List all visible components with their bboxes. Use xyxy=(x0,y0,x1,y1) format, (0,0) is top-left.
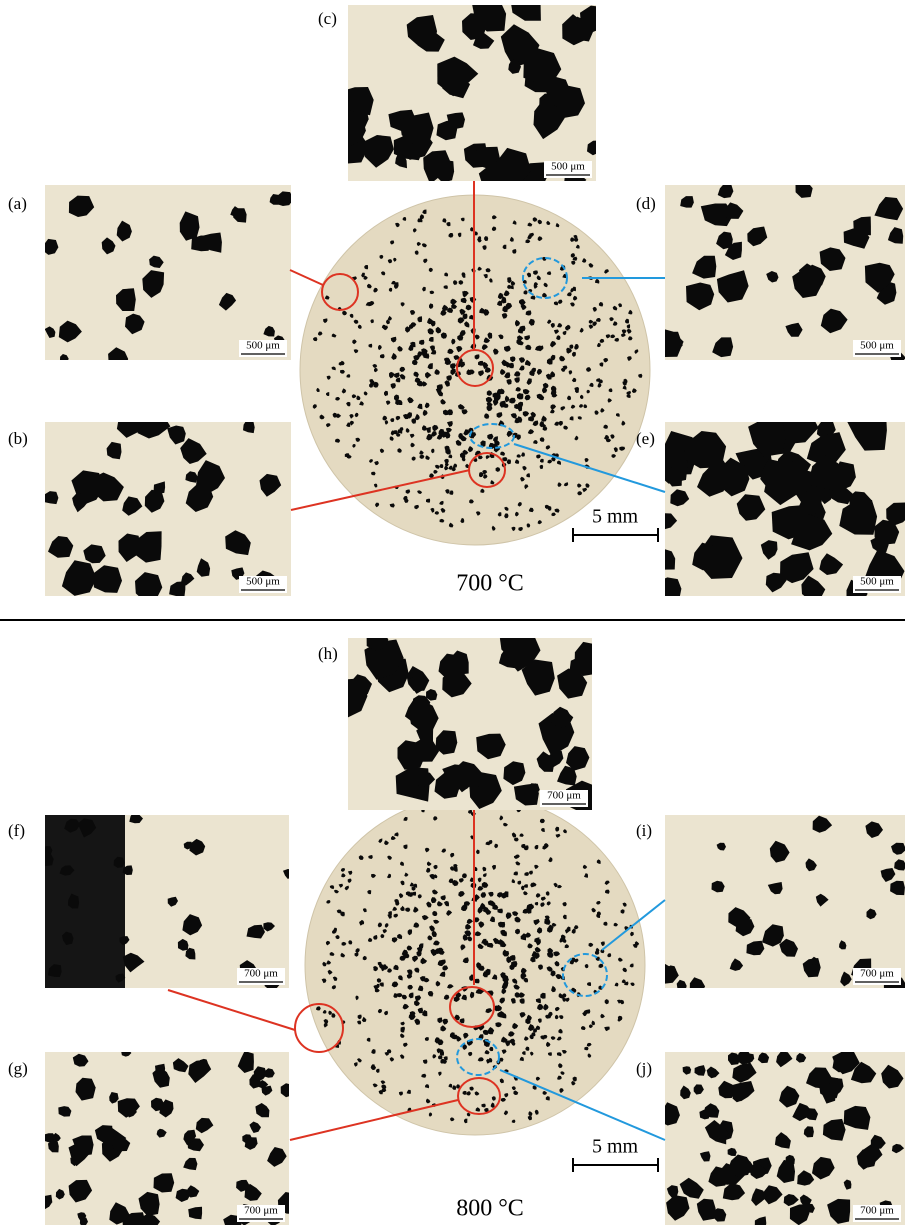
scale-label: 500 μm xyxy=(246,576,280,588)
scale-label: 500 μm xyxy=(551,161,585,173)
micrograph: 500 μm xyxy=(43,185,293,375)
micrograph: 700 μm xyxy=(41,811,293,990)
scale-label: 500 μm xyxy=(246,340,280,352)
dark-edge xyxy=(45,815,125,988)
micrograph: 700 μm xyxy=(655,815,905,995)
leader-line xyxy=(168,990,295,1030)
pore xyxy=(656,577,681,600)
panel-tag: (i) xyxy=(636,821,652,840)
pore xyxy=(584,1047,588,1050)
micrograph: 500 μm xyxy=(43,404,291,602)
panel-tag: (c) xyxy=(318,9,337,28)
micrograph: 700 μm xyxy=(328,628,609,817)
scale-label: 500 μm xyxy=(860,576,894,588)
panel-tag: (d) xyxy=(636,194,656,213)
micrograph-image xyxy=(37,1049,303,1229)
scale-label: 700 μm xyxy=(244,1205,278,1217)
disc-scale-label: 5 mm xyxy=(592,1136,639,1158)
pore xyxy=(653,549,675,570)
panel-tag: (h) xyxy=(318,644,338,663)
micrograph: 700 μm xyxy=(37,1049,303,1229)
scale-label: 700 μm xyxy=(860,968,894,980)
panel-tag: (b) xyxy=(8,429,28,448)
scale-label: 700 μm xyxy=(244,968,278,980)
pore xyxy=(340,87,373,115)
micrograph: 500 μm xyxy=(331,0,613,195)
scale-label: 500 μm xyxy=(860,340,894,352)
temperature-label: 700 °C xyxy=(456,571,524,597)
disc-scale-label: 5 mm xyxy=(592,506,639,528)
figure: 500 μm (a) 500 μm (b) 500 μm (c) 500 μm (d) 500 … xyxy=(0,0,905,1229)
scale-label: 700 μm xyxy=(547,790,581,802)
scale-label: 700 μm xyxy=(860,1205,894,1217)
micrograph-image xyxy=(650,181,905,364)
panel-tag: (f) xyxy=(8,821,25,840)
micrograph-image xyxy=(43,404,291,602)
panel-tag: (e) xyxy=(636,429,655,448)
temperature-label: 800 °C xyxy=(456,1196,524,1222)
micrograph-image xyxy=(41,811,293,990)
pore xyxy=(191,236,210,252)
micrograph-image xyxy=(658,1049,905,1229)
panel-tag: (g) xyxy=(8,1059,28,1078)
leader-line xyxy=(290,270,323,285)
micrograph: 500 μm xyxy=(653,409,905,608)
micrograph: 700 μm xyxy=(658,1049,905,1229)
pore xyxy=(243,419,255,433)
panel-tag: (a) xyxy=(8,194,27,213)
panel-tag: (j) xyxy=(636,1059,652,1078)
micrograph: 500 μm xyxy=(650,181,905,364)
